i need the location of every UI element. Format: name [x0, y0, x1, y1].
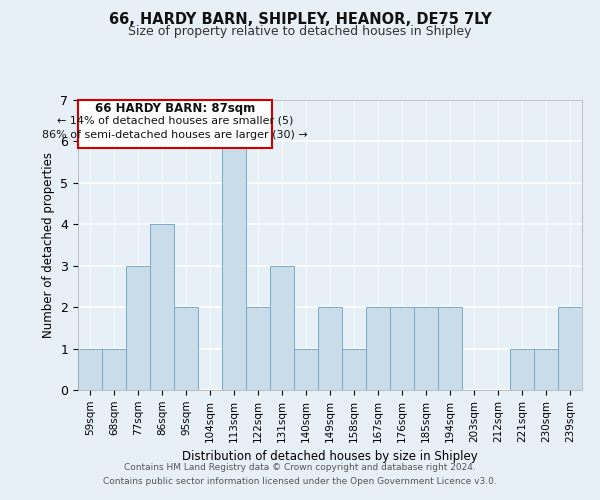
Text: Size of property relative to detached houses in Shipley: Size of property relative to detached ho…	[128, 25, 472, 38]
Bar	[390, 307, 414, 390]
FancyBboxPatch shape	[78, 100, 272, 148]
Bar	[558, 307, 582, 390]
Text: 86% of semi-detached houses are larger (30) →: 86% of semi-detached houses are larger (…	[43, 130, 308, 140]
Bar	[438, 307, 462, 390]
Bar	[150, 224, 174, 390]
Text: ← 14% of detached houses are smaller (5): ← 14% of detached houses are smaller (5)	[57, 116, 293, 126]
Bar	[318, 307, 342, 390]
Bar	[510, 348, 534, 390]
Bar	[270, 266, 294, 390]
X-axis label: Distribution of detached houses by size in Shipley: Distribution of detached houses by size …	[182, 450, 478, 463]
Bar	[534, 348, 558, 390]
Bar	[342, 348, 366, 390]
Bar	[366, 307, 390, 390]
Text: 66, HARDY BARN, SHIPLEY, HEANOR, DE75 7LY: 66, HARDY BARN, SHIPLEY, HEANOR, DE75 7L…	[109, 12, 491, 28]
Bar	[414, 307, 438, 390]
Y-axis label: Number of detached properties: Number of detached properties	[42, 152, 55, 338]
Bar	[174, 307, 198, 390]
Text: 66 HARDY BARN: 87sqm: 66 HARDY BARN: 87sqm	[95, 102, 256, 115]
Text: Contains public sector information licensed under the Open Government Licence v3: Contains public sector information licen…	[103, 477, 497, 486]
Bar	[78, 348, 102, 390]
Bar	[222, 142, 246, 390]
Bar	[246, 307, 270, 390]
Bar	[126, 266, 150, 390]
Text: Contains HM Land Registry data © Crown copyright and database right 2024.: Contains HM Land Registry data © Crown c…	[124, 464, 476, 472]
Bar	[294, 348, 318, 390]
Bar	[102, 348, 126, 390]
